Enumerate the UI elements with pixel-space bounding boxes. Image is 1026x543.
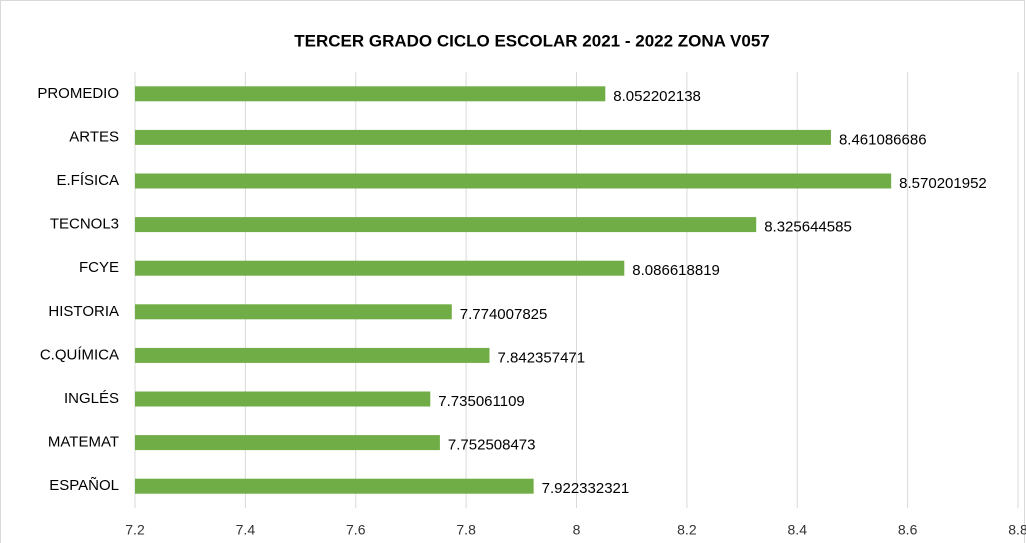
x-tick-label: 7.8 [456, 522, 476, 538]
bar [135, 217, 757, 233]
value-label: 8.570201952 [899, 175, 987, 192]
x-tick-label: 8.2 [677, 522, 697, 538]
value-label: 7.735061109 [438, 393, 524, 410]
x-tick-label: 8.8 [1008, 522, 1026, 538]
bar [135, 478, 534, 494]
y-tick-label: C.QUÍMICA [40, 346, 119, 363]
value-label: 8.052202138 [613, 88, 701, 105]
value-label: 7.752508473 [448, 437, 536, 454]
x-tick-label: 8 [573, 522, 581, 538]
y-tick-label: ESPAÑOL [49, 477, 119, 494]
y-tick-label: MATEMAT [48, 434, 119, 451]
y-tick-label: FCYE [79, 259, 119, 276]
chart-title: TERCER GRADO CICLO ESCOLAR 2021 - 2022 Z… [294, 31, 770, 50]
bar [135, 304, 452, 320]
value-label: 8.461086686 [839, 131, 927, 148]
y-tick-label: ARTES [69, 128, 119, 145]
value-label: 7.922332321 [542, 480, 630, 497]
x-tick-label: 7.6 [346, 522, 366, 538]
x-tick-label: 8.6 [898, 522, 918, 538]
bar [135, 435, 440, 451]
y-tick-label: PROMEDIO [37, 85, 119, 102]
bar [135, 173, 892, 189]
value-label: 7.842357471 [498, 349, 586, 366]
y-tick-label: TECNOL3 [50, 216, 119, 233]
x-tick-label: 7.4 [236, 522, 256, 538]
x-tick-label: 7.2 [125, 522, 145, 538]
y-tick-label: E.FÍSICA [56, 172, 119, 189]
bar [135, 129, 831, 145]
value-label: 8.325644585 [764, 219, 852, 236]
value-label: 7.774007825 [460, 306, 548, 323]
x-tick-label: 8.4 [788, 522, 808, 538]
value-label: 8.086618819 [632, 262, 720, 279]
bar [135, 347, 490, 363]
bar [135, 391, 431, 407]
bar [135, 86, 606, 102]
bar [135, 260, 625, 276]
y-tick-label: INGLÉS [64, 390, 119, 407]
y-tick-label: HISTORIA [48, 303, 119, 320]
